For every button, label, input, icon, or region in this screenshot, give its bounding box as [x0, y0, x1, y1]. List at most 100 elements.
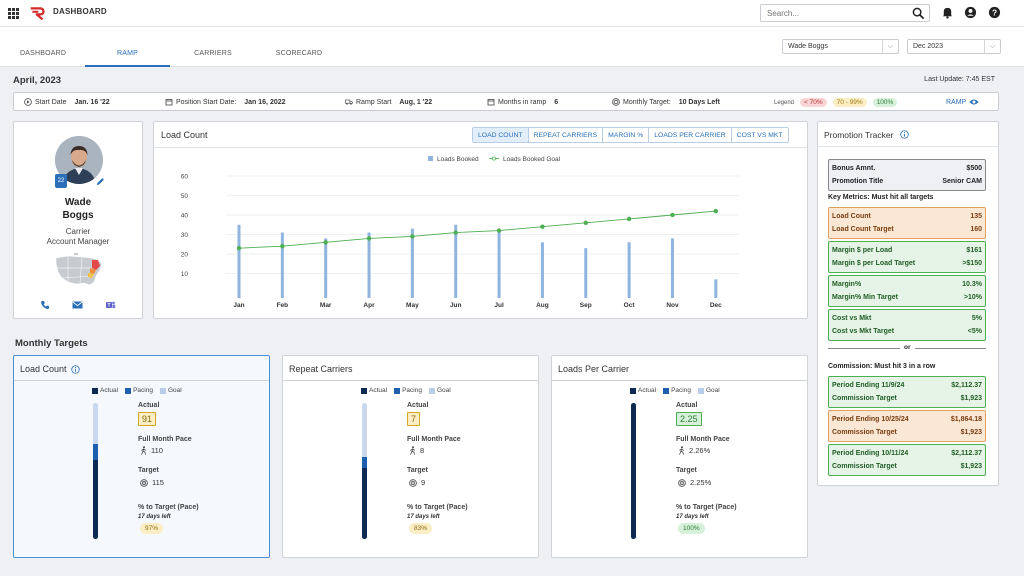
goal-point: [540, 224, 545, 229]
search-box[interactable]: [760, 4, 930, 22]
goal-point: [280, 244, 285, 249]
target-legend: Actual Pacing Goal: [92, 387, 182, 394]
goal-line: [238, 210, 716, 249]
apps-grid-icon[interactable]: [8, 8, 19, 19]
chevron-down-icon[interactable]: ⌵: [882, 40, 898, 53]
actual-label: Actual: [676, 402, 698, 409]
ramp-link[interactable]: RAMP: [946, 98, 979, 106]
tab-scorecard[interactable]: SCORECARD: [275, 50, 323, 57]
promotion-title-row: Promotion Title Senior CAM: [832, 178, 982, 185]
metric-row: Margin% 10.3%: [832, 281, 982, 288]
help-icon[interactable]: ?: [988, 6, 1001, 19]
tab-ramp[interactable]: RAMP: [116, 50, 139, 57]
tenure-badge: 22: [55, 174, 67, 188]
truck-icon: [345, 99, 353, 105]
svg-text:?: ?: [992, 7, 997, 17]
chart-tab-repeat-carriers[interactable]: REPEAT CARRIERS: [529, 128, 604, 142]
pct-label: % to Target (Pace): [676, 504, 737, 511]
account-circle-icon[interactable]: [964, 6, 977, 19]
info-icon[interactable]: [70, 364, 80, 374]
eye-icon[interactable]: [969, 98, 979, 106]
tabs-bar: DASHBOARD RAMP CARRIERS SCORECARD Wade B…: [0, 27, 1024, 67]
target-label: Target: [138, 467, 159, 474]
y-tick-label: 10: [181, 271, 189, 278]
profile-role-line2: Account Manager: [46, 237, 110, 246]
chart-header-divider: [154, 147, 807, 148]
target-card-title: Repeat Carriers: [289, 364, 353, 374]
days-left: 17 days left: [138, 514, 171, 520]
target-card-header: [283, 356, 538, 381]
tab-carriers[interactable]: CARRIERS: [194, 50, 232, 57]
target-card-header: [552, 356, 807, 381]
chart-tab-margin[interactable]: MARGIN %: [603, 128, 650, 142]
metric-target-row: Commission Target $1,923: [832, 429, 982, 436]
legend-label-loads-booked: Loads Booked: [437, 156, 479, 163]
teams-chat-icon[interactable]: [105, 300, 116, 310]
profile-role-line1: Carrier: [65, 227, 91, 236]
actual-value: 91: [138, 412, 157, 426]
metric-target-row: Commission Target $1,923: [832, 463, 982, 470]
chart-tab-loads-per-carrier[interactable]: LOADS PER CARRIER: [649, 128, 732, 142]
user-select-value: Wade Boggs: [788, 43, 828, 50]
pace-value: 2.26%: [678, 446, 710, 455]
legend: Legend < 70% 70 - 99% 100%: [774, 98, 898, 107]
month-select[interactable]: Dec 2023 ⌵: [907, 39, 1001, 54]
search-input[interactable]: [761, 5, 901, 21]
target-card[interactable]: Repeat Carriers Actual Pacing Goal Actua…: [282, 355, 539, 558]
chart-tab-load-count[interactable]: LOAD COUNT: [473, 128, 529, 142]
actual-segment: [362, 468, 367, 539]
company-logo: [30, 7, 45, 21]
bar-loads-booked: [714, 279, 718, 298]
x-tick-label: Nov: [666, 302, 679, 309]
user-select[interactable]: Wade Boggs ⌵: [782, 39, 899, 54]
y-tick-label: 20: [181, 252, 189, 259]
metric-row: Load Count 135: [832, 213, 982, 220]
bar-loads-booked: [237, 224, 241, 298]
target-legend: Actual Pacing Goal: [630, 387, 720, 394]
x-tick-label: Mar: [320, 302, 332, 309]
chevron-down-icon[interactable]: ⌵: [984, 40, 1000, 53]
key-metrics-label: Key Metrics: Must hit all targets: [828, 194, 934, 201]
metric-row: Period Ending 11/9/24 $2,112.37: [832, 382, 982, 389]
chart-metric-tabs: LOAD COUNT REPEAT CARRIERS MARGIN % LOAD…: [472, 127, 789, 143]
metric-box: Cost vs Mkt 5% Cost vs Mkt Target <5%: [828, 309, 986, 341]
notification-bell-icon[interactable]: [941, 6, 954, 19]
target-card-title: Loads Per Carrier: [558, 364, 630, 374]
target-card[interactable]: Load Count Actual Pacing Goal Actual 91 …: [13, 355, 270, 558]
legend-red: < 70%: [800, 98, 827, 107]
calendar-icon: [487, 99, 495, 106]
bar-loads-booked: [454, 224, 458, 298]
chart-tab-cost-vs-mkt[interactable]: COST VS MKT: [736, 132, 783, 139]
calendar-icon: [165, 99, 173, 106]
load-count-chart-card: Load Count LOAD COUNT REPEAT CARRIERS MA…: [153, 121, 808, 319]
metric-target-row: Margin% Min Target >10%: [832, 294, 982, 301]
phone-icon[interactable]: [40, 300, 50, 310]
top-bar: DASHBOARD ?: [0, 0, 1024, 27]
x-tick-label: Feb: [277, 302, 289, 309]
active-tab-indicator: [85, 65, 170, 67]
bar-loads-booked: [280, 232, 284, 298]
email-icon[interactable]: [72, 300, 83, 310]
target-card-header: [14, 356, 269, 381]
metric-target-row: Load Count Target 160: [832, 226, 982, 233]
ramp-start: Ramp Start Aug, 1 '22: [345, 98, 432, 106]
bonus-box: Bonus Amnt. $500 Promotion Title Senior CA…: [828, 159, 986, 191]
legend-pacing: Pacing: [394, 387, 422, 394]
target-value: 2.25%: [678, 478, 711, 487]
target-card[interactable]: Loads Per Carrier Actual Pacing Goal Act…: [551, 355, 808, 558]
target-value: 115: [140, 478, 164, 487]
promotion-header-divider: [818, 146, 998, 147]
goal-point: [323, 240, 328, 245]
us-territory-map: [55, 253, 103, 286]
metric-row: Margin $ per Load $161: [832, 247, 982, 254]
bonus-row: Bonus Amnt. $500: [832, 165, 982, 172]
pace-value: 110: [140, 446, 163, 455]
actual-segment: [631, 403, 636, 539]
goal-point: [583, 220, 588, 225]
tab-dashboard[interactable]: DASHBOARD: [20, 50, 67, 57]
info-icon[interactable]: [900, 130, 909, 139]
x-tick-label: Aug: [536, 302, 549, 309]
search-icon[interactable]: [912, 7, 925, 20]
avatar: [55, 136, 103, 184]
edit-pencil-icon[interactable]: [96, 177, 105, 186]
